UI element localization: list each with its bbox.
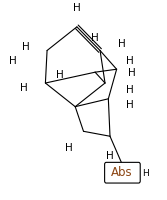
Text: H: H	[126, 56, 133, 66]
Text: H: H	[65, 143, 72, 153]
Text: H: H	[56, 70, 63, 80]
Text: H: H	[126, 100, 133, 110]
FancyBboxPatch shape	[105, 162, 140, 183]
Text: Abs: Abs	[111, 166, 132, 179]
Text: H: H	[128, 68, 136, 78]
Text: H: H	[20, 83, 28, 93]
Text: H: H	[118, 39, 126, 49]
Text: H: H	[73, 3, 81, 13]
Text: H: H	[126, 85, 133, 95]
Text: H: H	[142, 169, 149, 178]
Text: H: H	[106, 151, 114, 161]
Text: H: H	[22, 42, 30, 52]
Text: H: H	[91, 33, 99, 43]
Text: H: H	[9, 56, 16, 66]
